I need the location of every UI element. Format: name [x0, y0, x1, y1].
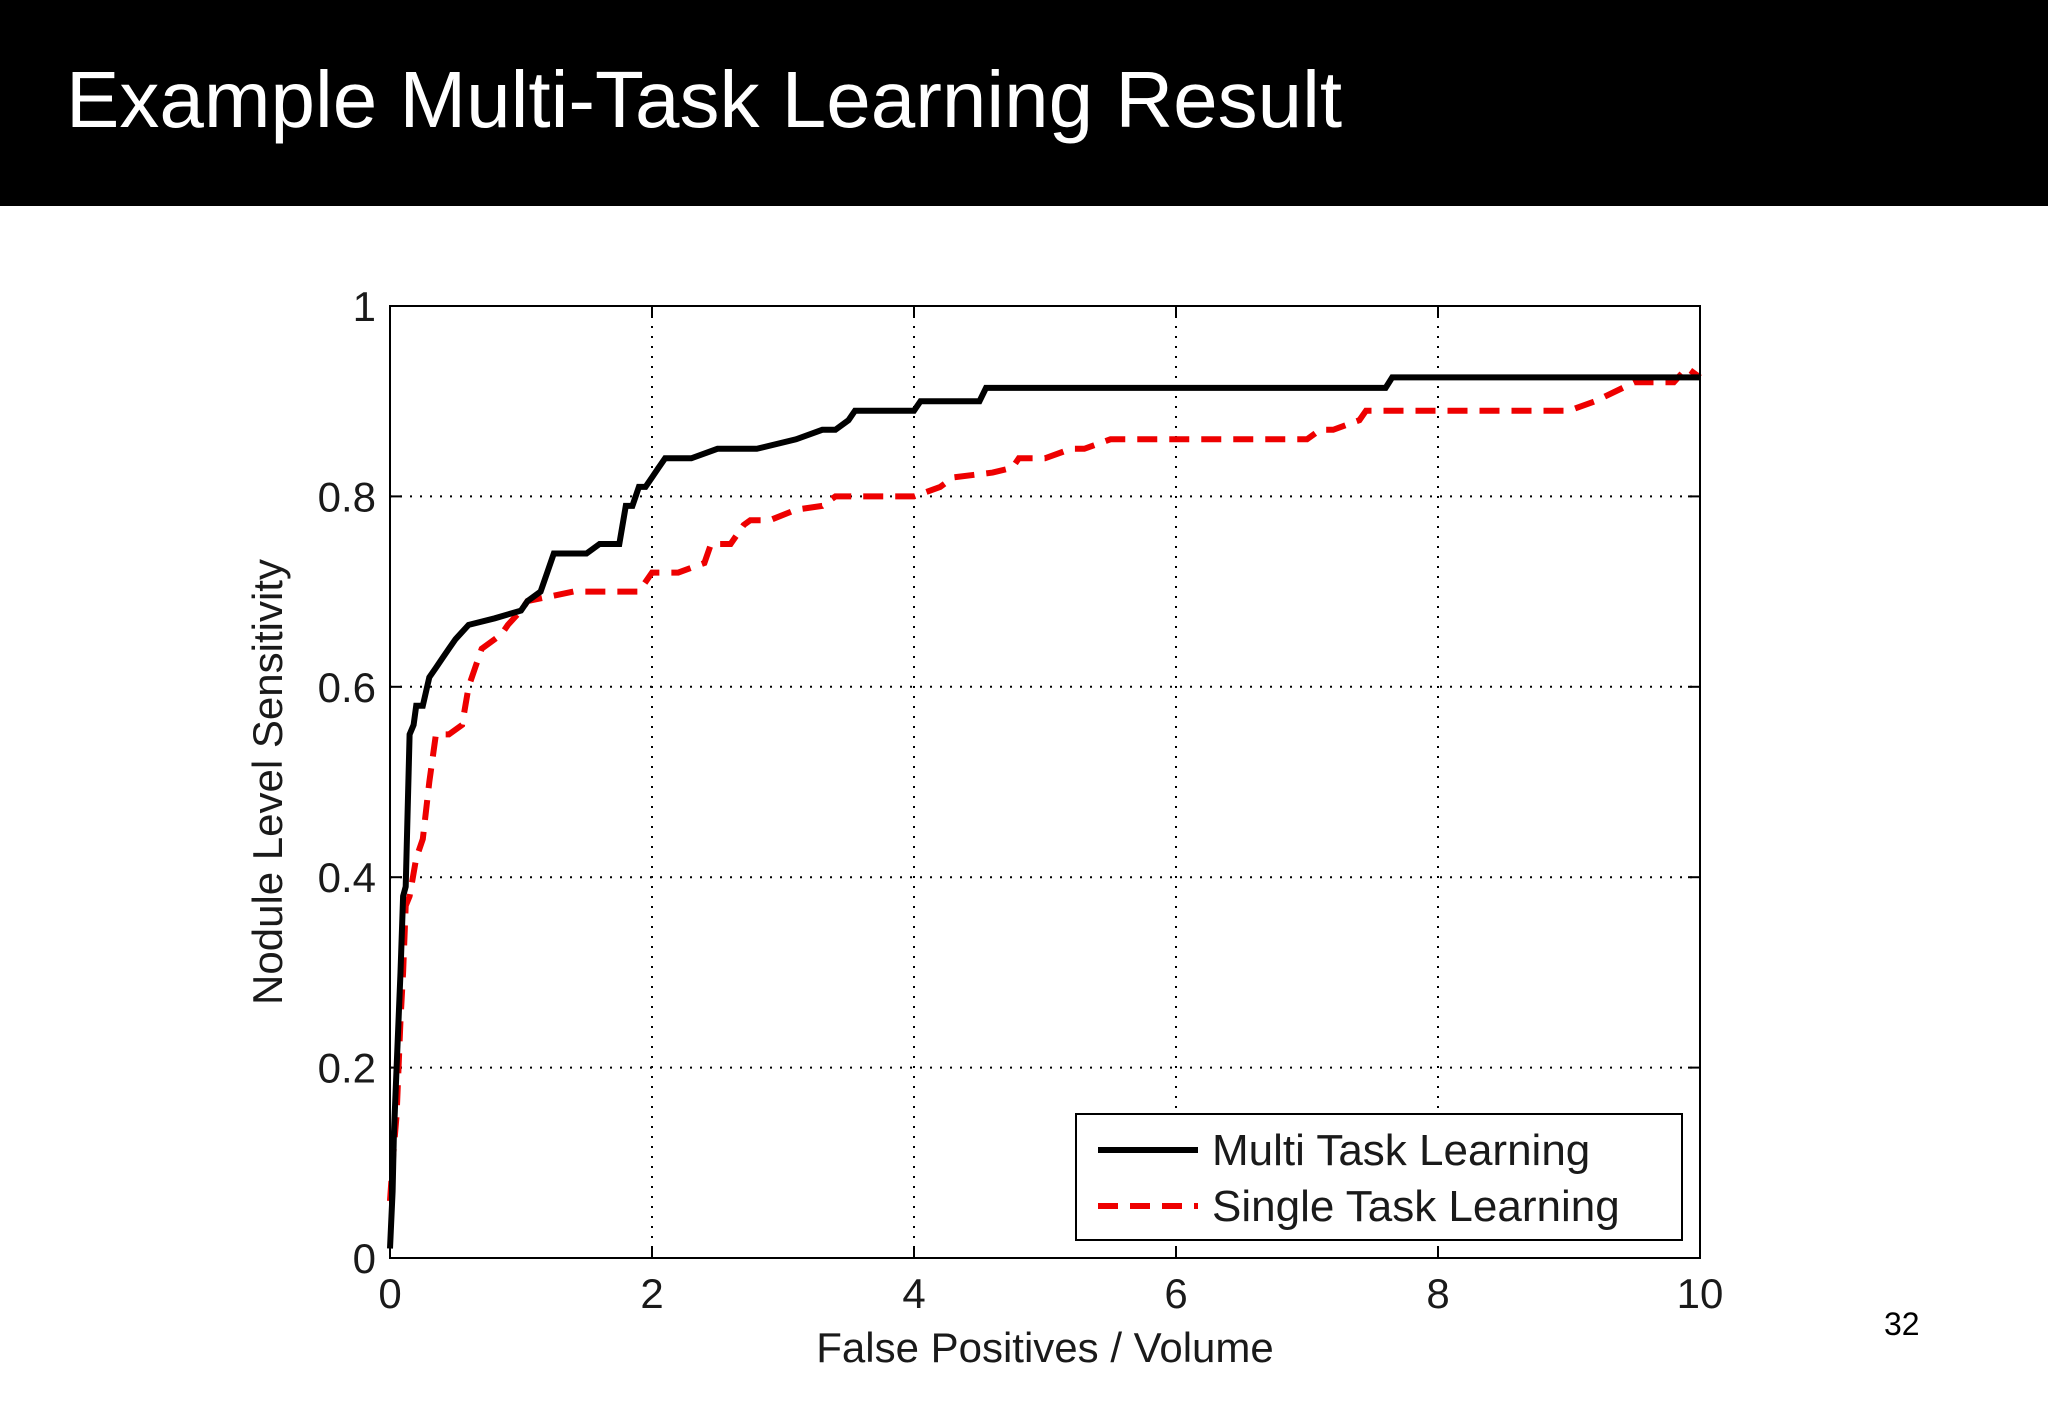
series-line-single-task — [387, 363, 1702, 1202]
legend-label-multi-task: Multi Task Learning — [1212, 1126, 1590, 1175]
x-tick-label: 6 — [1164, 1270, 1187, 1317]
series-lines — [387, 363, 1702, 1249]
x-tick-label: 8 — [1426, 1270, 1449, 1317]
page-number: 32 — [1884, 1306, 1920, 1342]
title-bar: Example Multi-Task Learning Result — [0, 0, 2048, 206]
y-tick-label: 0.2 — [318, 1045, 376, 1092]
y-tick-label: 0.8 — [318, 473, 376, 520]
series-line-multi-task — [387, 374, 1700, 1249]
legend-label-single-task: Single Task Learning — [1212, 1182, 1620, 1231]
x-tick-label: 2 — [640, 1270, 663, 1317]
grid-lines — [390, 306, 1700, 1258]
y-tick-label: 0.4 — [318, 854, 376, 901]
y-tick-label: 0.6 — [318, 664, 376, 711]
legend-box — [1075, 1113, 1683, 1241]
y-axis-label: Nodule Level Sensitivity — [244, 559, 291, 1005]
x-tick-label: 0 — [378, 1270, 401, 1317]
slide-title: Example Multi-Task Learning Result — [66, 55, 1343, 144]
x-tick-label: 4 — [902, 1270, 925, 1317]
tick-labels: 0 2 4 6 8 10 0 0.2 0.4 0.6 0.8 1 — [318, 283, 1724, 1317]
x-axis-label: False Positives / Volume — [816, 1324, 1274, 1371]
plot-frame — [389, 305, 1701, 1259]
x-tick-label: 10 — [1677, 1270, 1724, 1317]
y-tick-label: 1 — [353, 283, 376, 330]
chart-legend: Multi Task Learning Single Task Learning — [1075, 1113, 1683, 1241]
y-tick-label: 0 — [353, 1235, 376, 1282]
